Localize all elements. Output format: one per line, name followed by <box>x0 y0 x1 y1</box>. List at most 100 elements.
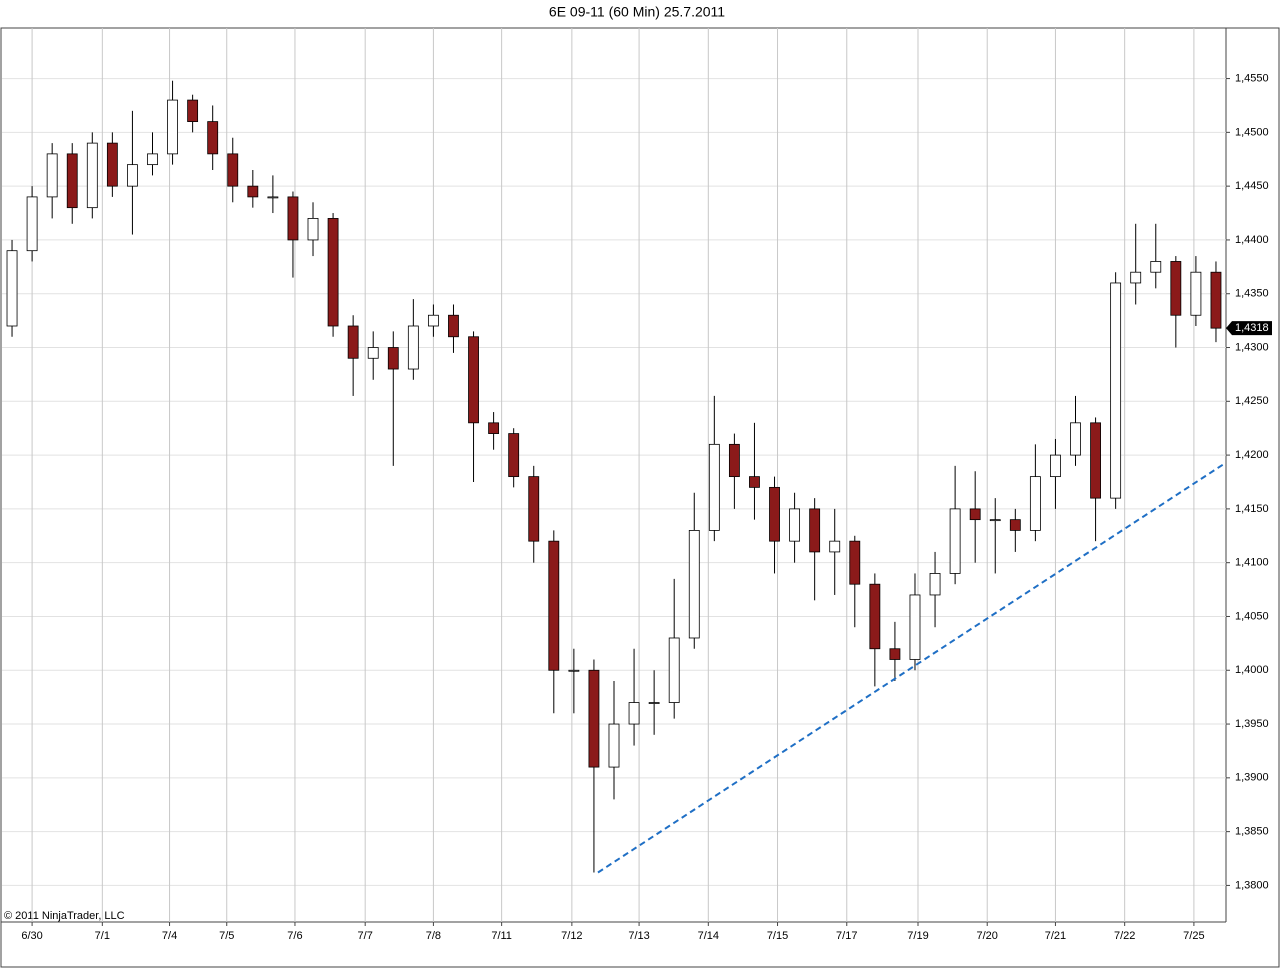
y-tick-label: 1,4000 <box>1235 664 1269 676</box>
x-tick-label: 7/25 <box>1183 930 1204 942</box>
candle-body <box>407 325 419 370</box>
candle-body <box>387 347 399 370</box>
candle-body <box>1029 476 1041 531</box>
candle-body <box>488 422 500 434</box>
x-tick-label: 7/21 <box>1045 930 1066 942</box>
y-tick-label: 1,3850 <box>1235 826 1269 838</box>
candle-body <box>1190 271 1202 316</box>
candle-body <box>1150 261 1162 273</box>
last-price-label: 1,4318 <box>1235 322 1269 334</box>
candle-body <box>628 702 640 725</box>
x-tick-label: 7/7 <box>358 930 373 942</box>
candle-body <box>989 519 1001 522</box>
y-tick-label: 1,4450 <box>1235 180 1269 192</box>
x-tick-label: 7/14 <box>698 930 719 942</box>
candle-body <box>66 153 78 209</box>
copyright: © 2011 NinjaTrader, LLC <box>4 910 125 922</box>
candle-body <box>1130 271 1142 284</box>
y-tick-label: 1,4050 <box>1235 610 1269 622</box>
candle-body <box>969 508 981 521</box>
candle-body <box>648 702 660 704</box>
y-tick-label: 1,4550 <box>1235 72 1269 84</box>
candle-body <box>588 669 600 768</box>
frame <box>0 27 1280 968</box>
y-tick-label: 1,4150 <box>1235 503 1269 515</box>
x-tick-label: 7/5 <box>219 930 234 942</box>
candle-body <box>227 153 239 187</box>
candle-body <box>86 142 98 209</box>
x-tick-label: 7/6 <box>287 930 302 942</box>
candle-body <box>1009 519 1021 531</box>
candle-body <box>167 99 178 155</box>
candle-body <box>568 669 580 672</box>
y-tick-label: 1,4250 <box>1235 395 1269 407</box>
y-tick-label: 1,4200 <box>1235 449 1269 461</box>
candle-body <box>829 540 841 553</box>
x-tick-label: 7/11 <box>491 930 512 942</box>
candle-body <box>347 325 359 359</box>
candle-body <box>869 583 881 650</box>
y-tick-label: 1,3800 <box>1235 879 1269 891</box>
trend-line <box>597 461 1227 874</box>
candle-body <box>207 121 219 155</box>
candle-body <box>949 508 961 574</box>
candle-body <box>608 723 620 768</box>
candle-body <box>307 218 319 241</box>
axes: 1,3800 1,3850 1,3900 1,3950 1,4000 1,4050 1,41… <box>21 72 1272 942</box>
candle-body <box>448 314 459 338</box>
x-tick-label: 6/30 <box>21 930 42 942</box>
candle-body <box>708 443 720 531</box>
candle-body <box>1070 422 1081 456</box>
x-tick-label: 7/22 <box>1114 930 1135 942</box>
candle-body <box>929 573 941 596</box>
candle-body <box>187 99 199 122</box>
candle-body <box>267 196 279 199</box>
candle-body <box>749 476 760 488</box>
y-tick-label: 1,4100 <box>1235 557 1269 569</box>
grid <box>2 28 1226 922</box>
candle-body <box>1110 282 1122 499</box>
candle-body <box>287 196 299 241</box>
candle-body <box>728 443 740 478</box>
candle-body <box>46 153 58 198</box>
candle-body <box>367 347 379 359</box>
candle-body <box>247 185 259 198</box>
candle-body <box>1050 454 1061 478</box>
candle-body <box>809 508 821 553</box>
candle-body <box>508 433 520 478</box>
candle-body <box>909 594 921 660</box>
chart-title: 6E 09-11 (60 Min) 25.7.2011 <box>549 4 725 20</box>
y-tick-label: 1,4400 <box>1235 234 1269 246</box>
candle-body <box>26 196 38 252</box>
candle-body <box>6 250 18 327</box>
candle-body <box>1090 422 1101 499</box>
y-tick-label: 1,3950 <box>1235 718 1269 730</box>
x-tick-label: 7/15 <box>767 930 788 942</box>
x-tick-label: 7/1 <box>95 930 110 942</box>
candle-body <box>106 142 118 187</box>
candle-body <box>427 314 439 327</box>
y-tick-label: 1,4300 <box>1235 341 1269 353</box>
plot <box>6 80 1227 874</box>
candle-body <box>668 637 680 703</box>
candle-body <box>688 530 700 639</box>
y-tick-label: 1,4350 <box>1235 288 1269 300</box>
candle-body <box>528 476 540 542</box>
y-tick-label: 1,3900 <box>1235 772 1269 784</box>
candle-body <box>327 218 339 327</box>
x-tick-label: 7/20 <box>977 930 998 942</box>
x-tick-label: 7/4 <box>162 930 177 942</box>
candle-body <box>849 540 861 585</box>
candle-body <box>468 336 479 424</box>
last-price-marker <box>1226 321 1272 336</box>
x-tick-label: 7/17 <box>836 930 857 942</box>
candle-body <box>147 153 158 166</box>
x-tick-label: 7/13 <box>628 930 649 942</box>
candle-body <box>769 486 780 542</box>
candle-body <box>1170 261 1182 316</box>
x-tick-label: 7/19 <box>907 930 928 942</box>
x-tick-label: 7/12 <box>561 930 582 942</box>
candle-body <box>548 540 560 671</box>
candle-body <box>127 164 138 187</box>
